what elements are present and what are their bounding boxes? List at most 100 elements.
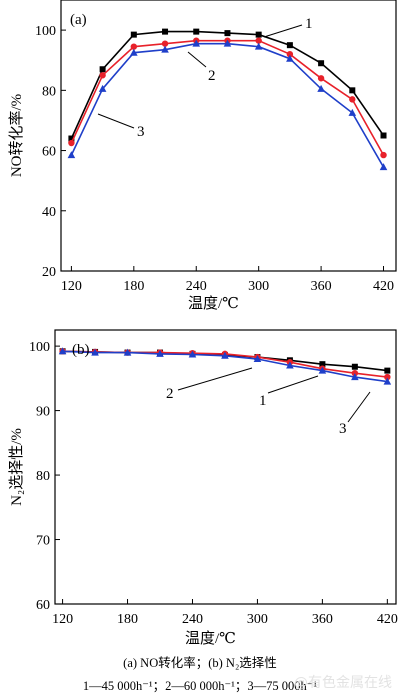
y-tick-label-a-20: 20	[42, 265, 56, 280]
panel-label-b: (b)	[72, 342, 90, 358]
series-line-a-2	[70, 39, 385, 156]
annotation-leader-3	[97, 113, 135, 129]
figure-caption-line-1: (a) NO转化率；(b) N₂选择性	[123, 656, 277, 670]
y-axis-label-a: NO转化率/%	[8, 94, 25, 177]
y-tick-label-b-70: 70	[36, 534, 50, 549]
x-tick-label-a-120: 120	[61, 279, 82, 294]
annotation-leader-3b	[347, 391, 371, 423]
y-tick-label-b-100: 100	[29, 340, 50, 355]
data-point-a-1-270	[224, 30, 231, 37]
annotation-label-1b: 1	[259, 393, 267, 409]
data-point-a-3-120	[67, 151, 76, 159]
data-point-a-3-420	[379, 163, 388, 171]
x-tick-label-a-180: 180	[123, 279, 144, 294]
series-line-a-1	[70, 30, 385, 139]
annotation-leader-2	[187, 51, 207, 68]
series-group-b	[58, 347, 392, 385]
data-point-b-1-420	[384, 367, 391, 374]
series-annotations-a: 1 2 3	[97, 16, 313, 140]
data-point-b-3-210	[156, 349, 164, 357]
x-tick-label-b-420: 420	[377, 612, 398, 627]
data-point-a-2-120	[68, 139, 75, 147]
chart-panel-a: 120 180 240 300 360 420 20 40 60 80 100 (a) 温度/℃ N…	[8, 0, 397, 312]
x-axis-label-b: 温度/℃	[185, 630, 236, 647]
y-tick-label-a-100: 100	[35, 24, 56, 39]
data-point-a-3-210	[161, 45, 169, 53]
data-point-a-3-240	[192, 39, 201, 47]
y-tick-label-b-90: 90	[36, 405, 50, 420]
annotation-leader-2b	[177, 367, 253, 391]
y-axis-label-b: N₂选择性/%	[8, 428, 25, 506]
watermark: @有色金属在线	[294, 675, 392, 691]
x-tick-label-b-180: 180	[117, 612, 138, 627]
series-group-a	[67, 28, 388, 171]
figure-caption-line-2: 1—45 000h⁻¹；2—60 000h⁻¹；3—75 000h⁻¹	[82, 679, 318, 693]
axis-ticks-a: 120 180 240 300 360 420 20 40 60 80 100	[35, 24, 394, 294]
series-annotations-b: 2 1 3	[166, 367, 371, 437]
x-tick-label-a-360: 360	[311, 279, 332, 294]
y-tick-label-b-80: 80	[36, 469, 50, 484]
panel-label-a: (a)	[70, 12, 87, 28]
data-point-a-1-330	[286, 42, 293, 49]
data-point-a-2-420	[380, 151, 387, 159]
y-tick-label-b-60: 60	[36, 598, 50, 613]
plot-frame-a	[60, 0, 397, 272]
data-point-a-2-360	[317, 75, 325, 82]
annotation-label-2b: 2	[166, 386, 174, 402]
data-point-a-1-120	[68, 135, 75, 142]
annotation-label-3: 3	[137, 124, 145, 140]
data-point-a-3-180	[130, 48, 138, 56]
data-point-a-1-150	[99, 66, 106, 73]
data-point-b-3-180	[123, 348, 132, 356]
annotation-leader-1	[263, 24, 303, 38]
data-point-a-3-150	[98, 84, 107, 92]
data-point-b-3-120	[58, 347, 67, 355]
data-point-a-2-300	[255, 37, 262, 44]
y-tick-label-a-80: 80	[42, 84, 56, 99]
data-point-a-1-360	[318, 60, 325, 67]
annotation-label-3b: 3	[339, 421, 347, 437]
data-point-a-3-390	[348, 108, 357, 116]
x-tick-label-b-300: 300	[247, 612, 268, 627]
data-point-b-3-390	[351, 373, 359, 381]
data-point-a-1-180	[130, 31, 137, 38]
data-point-a-1-240	[193, 28, 200, 35]
series-line-a-3	[70, 42, 385, 168]
data-point-a-3-300	[254, 42, 263, 50]
data-point-b-3-300	[253, 355, 262, 363]
data-point-a-3-360	[317, 84, 325, 92]
data-point-a-1-300	[255, 31, 262, 38]
data-point-a-3-270	[223, 39, 232, 47]
data-point-b-3-270	[221, 351, 229, 359]
data-point-a-2-180	[130, 43, 138, 50]
x-tick-label-b-120: 120	[52, 612, 73, 627]
plot-frame-b	[54, 329, 397, 605]
x-axis-label-a: 温度/℃	[188, 295, 239, 312]
data-point-b-3-150	[91, 348, 99, 356]
x-tick-label-a-300: 300	[248, 279, 269, 294]
data-point-a-1-420	[380, 132, 387, 139]
x-tick-label-a-240: 240	[186, 279, 207, 294]
data-point-a-1-390	[349, 87, 356, 94]
data-point-a-1-210	[162, 28, 169, 35]
data-point-b-3-330	[286, 361, 294, 369]
data-point-b-2-420	[384, 373, 391, 381]
annotation-leader-1b	[267, 375, 319, 394]
x-tick-label-b-240: 240	[182, 612, 203, 627]
annotation-label-2: 2	[208, 68, 216, 84]
data-point-a-2-390	[349, 96, 356, 103]
data-point-a-3-330	[286, 54, 294, 62]
data-point-a-2-150	[99, 72, 106, 79]
y-tick-label-a-40: 40	[42, 205, 56, 220]
annotation-label-1: 1	[305, 16, 313, 32]
x-tick-label-b-360: 360	[312, 612, 333, 627]
data-point-a-2-330	[286, 51, 294, 58]
y-tick-label-a-60: 60	[42, 145, 56, 160]
data-point-b-1-360	[319, 361, 326, 368]
axis-ticks-b: 120 180 240 300 360 420 60 70 80 90 100	[29, 340, 398, 627]
data-point-b-3-420	[383, 377, 392, 385]
data-point-b-3-360	[318, 366, 327, 374]
x-tick-label-a-420: 420	[373, 279, 394, 294]
data-point-a-2-210	[161, 40, 169, 47]
